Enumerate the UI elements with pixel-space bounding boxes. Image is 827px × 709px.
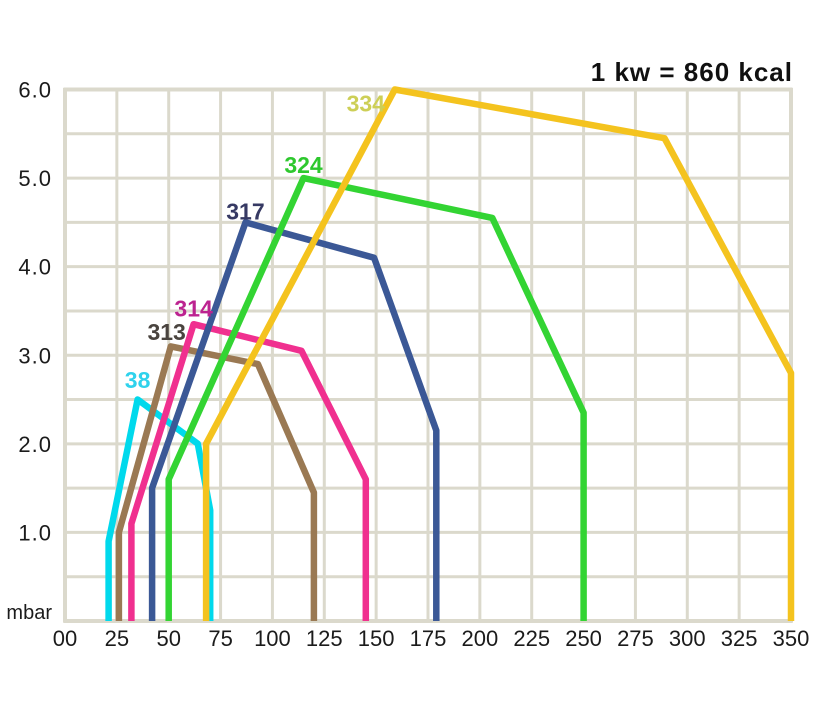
x-axis-tick-label-150: 150: [358, 626, 395, 651]
x-axis-tick-label-325: 325: [721, 626, 758, 651]
series-label-334: 334: [347, 91, 386, 117]
series-line-314: [128, 320, 370, 621]
x-axis-tick-label-250: 250: [565, 626, 602, 651]
y-axis-tick-label-4.0: 4.0: [18, 255, 52, 280]
x-axis-tick-label-275: 275: [617, 626, 654, 651]
y-axis-tick-label-5.0: 5.0: [18, 166, 52, 191]
x-axis-tick-label-00: 00: [53, 626, 77, 651]
series-label-38: 38: [125, 367, 151, 393]
x-axis-tick-label-25: 25: [105, 626, 129, 651]
y-axis-tick-label-2.0: 2.0: [18, 432, 52, 457]
series-line-334: [202, 86, 795, 621]
x-axis-tick-label-50: 50: [156, 626, 180, 651]
x-axis-tick-label-125: 125: [306, 626, 343, 651]
x-axis-tick-label-75: 75: [208, 626, 232, 651]
y-axis-unit-label: mbar: [6, 602, 52, 624]
series-label-313: 313: [147, 319, 185, 345]
x-axis-tick-label-225: 225: [513, 626, 550, 651]
x-axis-tick-label-175: 175: [410, 626, 447, 651]
y-axis-tick-label-6.0: 6.0: [18, 78, 52, 103]
series-label-324: 324: [284, 152, 323, 178]
series-line-38: [105, 396, 214, 621]
chart-annotation: 1 kw = 860 kcal: [590, 57, 793, 87]
series-line-313: [115, 343, 318, 621]
x-axis-tick-label-350: 350: [773, 626, 810, 651]
series-label-314: 314: [174, 295, 213, 321]
series-line-317: [148, 219, 440, 621]
x-axis-tick-label-100: 100: [254, 626, 291, 651]
series-line-324: [165, 174, 587, 621]
x-axis-tick-label-300: 300: [669, 626, 706, 651]
y-axis-tick-label-3.0: 3.0: [18, 343, 52, 368]
series-label-317: 317: [226, 199, 264, 225]
y-axis-tick-label-1.0: 1.0: [18, 520, 52, 545]
x-axis-tick-label-200: 200: [461, 626, 498, 651]
